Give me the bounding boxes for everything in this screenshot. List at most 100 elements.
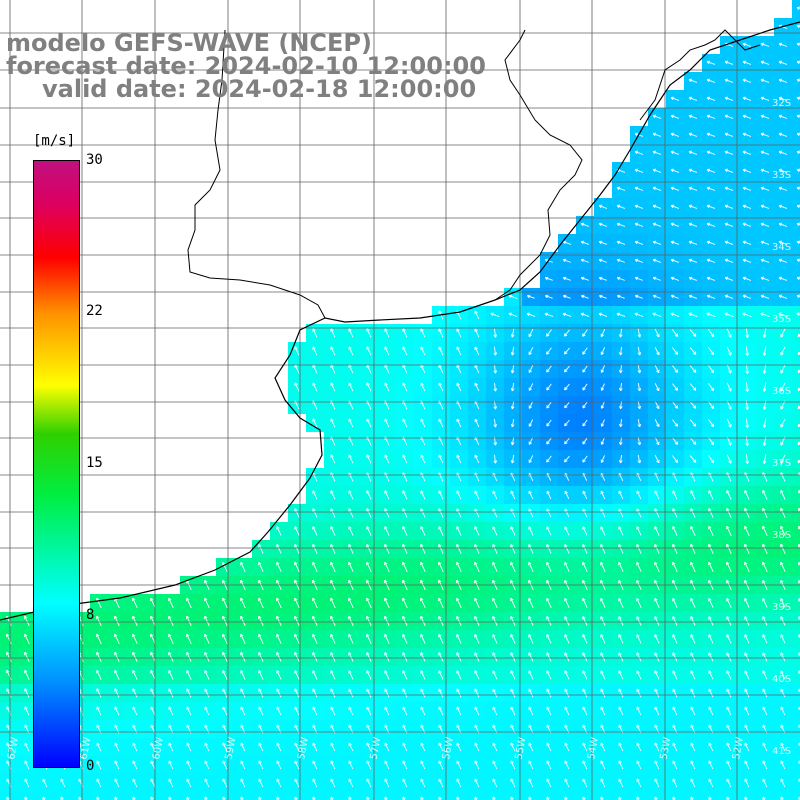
wind-arrow: [708, 365, 715, 374]
wind-arrow: [672, 543, 678, 554]
wind-arrow: [742, 186, 752, 191]
wind-arrow: [348, 561, 354, 572]
wind-cell: [342, 792, 360, 800]
wind-arrow: [762, 418, 767, 428]
wind-arrow: [672, 419, 678, 427]
wind-arrow: [582, 490, 588, 500]
wind-cell: [792, 630, 800, 648]
wind-arrow: [438, 418, 444, 428]
title-valid-date: valid date: 2024-02-18 12:00:00: [42, 75, 477, 103]
wind-arrow: [616, 258, 625, 263]
wind-arrow: [706, 132, 716, 137]
wind-cell: [90, 792, 108, 800]
wind-cell: [594, 792, 612, 800]
colorbar-tick-30: 30: [86, 152, 103, 168]
wind-arrow: [528, 419, 534, 427]
wind-arrow: [564, 544, 570, 554]
wind-cell: [0, 792, 18, 800]
wind-arrow: [672, 508, 678, 518]
wind-arrow: [708, 561, 714, 573]
wind-arrow: [690, 561, 696, 572]
wind-arrow: [708, 347, 715, 356]
wind-arrow: [474, 472, 480, 482]
wind-arrow: [474, 454, 480, 464]
wind-arrow: [688, 240, 698, 245]
wind-cell: [792, 0, 800, 18]
wind-cell: [792, 198, 800, 216]
wind-arrow: [724, 312, 734, 318]
wind-arrow: [726, 543, 732, 555]
wind-arrow: [760, 240, 770, 245]
colorbar-tick-8: 8: [86, 607, 95, 623]
latitude-label: 33S: [772, 170, 791, 181]
wind-arrow: [420, 561, 426, 573]
wind-arrow: [312, 382, 318, 392]
wind-cell: [774, 792, 792, 800]
wind-arrow: [510, 346, 515, 356]
wind-arrow: [546, 347, 552, 355]
wind-arrow: [168, 597, 174, 609]
wind-arrow: [563, 347, 570, 355]
wind-cell: [720, 792, 738, 800]
wind-arrow: [652, 168, 662, 173]
wind-arrow: [778, 42, 788, 47]
wind-arrow: [402, 526, 408, 536]
wind-cell: [306, 792, 324, 800]
wind-cell: [792, 162, 800, 180]
wind-arrow: [366, 346, 372, 356]
wind-arrow: [672, 455, 679, 463]
wind-arrow: [420, 597, 426, 609]
wind-arrow: [546, 508, 552, 518]
wind-arrow: [724, 186, 734, 191]
wind-arrow: [294, 382, 300, 392]
wind-arrow: [652, 222, 662, 227]
wind-arrow: [778, 222, 788, 227]
wind-arrow: [456, 328, 462, 338]
wind-arrow: [598, 240, 607, 245]
wind-arrow: [546, 597, 552, 608]
wind-cell: [54, 792, 72, 800]
wind-arrow: [634, 276, 643, 281]
wind-arrow: [706, 258, 716, 263]
wind-arrow: [742, 150, 752, 155]
wind-arrow: [294, 597, 300, 609]
wind-cell: [684, 792, 702, 800]
wind-arrow: [456, 490, 462, 500]
wind-cell: [612, 792, 630, 800]
wind-arrow: [366, 543, 372, 554]
wind-arrow: [654, 472, 660, 482]
wind-arrow: [672, 437, 679, 445]
wind-cell: [666, 792, 684, 800]
wind-arrow: [670, 114, 680, 119]
wind-arrow: [760, 204, 770, 209]
wind-arrow: [688, 258, 698, 263]
wind-arrow: [760, 78, 770, 83]
wind-arrow: [402, 508, 408, 518]
wind-arrow: [492, 508, 498, 518]
wind-arrow: [402, 418, 408, 428]
wind-arrow: [598, 222, 608, 227]
wind-arrow: [600, 329, 606, 338]
wind-arrow: [742, 132, 752, 137]
wind-arrow: [384, 490, 390, 500]
wind-arrow: [634, 294, 643, 299]
wind-arrow: [582, 597, 588, 608]
wind-arrow: [294, 544, 300, 554]
wind-arrow: [493, 418, 498, 428]
wind-cell: [378, 792, 396, 800]
wind-arrow: [634, 168, 644, 173]
wind-arrow: [742, 168, 752, 173]
wind-arrow: [348, 454, 354, 464]
wind-arrow: [616, 204, 626, 209]
wind-arrow: [384, 454, 390, 464]
wind-arrow: [745, 418, 750, 428]
wind-arrow: [780, 543, 786, 555]
wind-arrow: [724, 240, 734, 245]
wind-arrow: [672, 472, 678, 482]
wind-arrow: [384, 543, 390, 554]
wind-arrow: [762, 364, 767, 374]
wind-arrow: [528, 561, 534, 572]
wind-arrow: [438, 382, 444, 392]
wind-arrow: [582, 329, 588, 337]
